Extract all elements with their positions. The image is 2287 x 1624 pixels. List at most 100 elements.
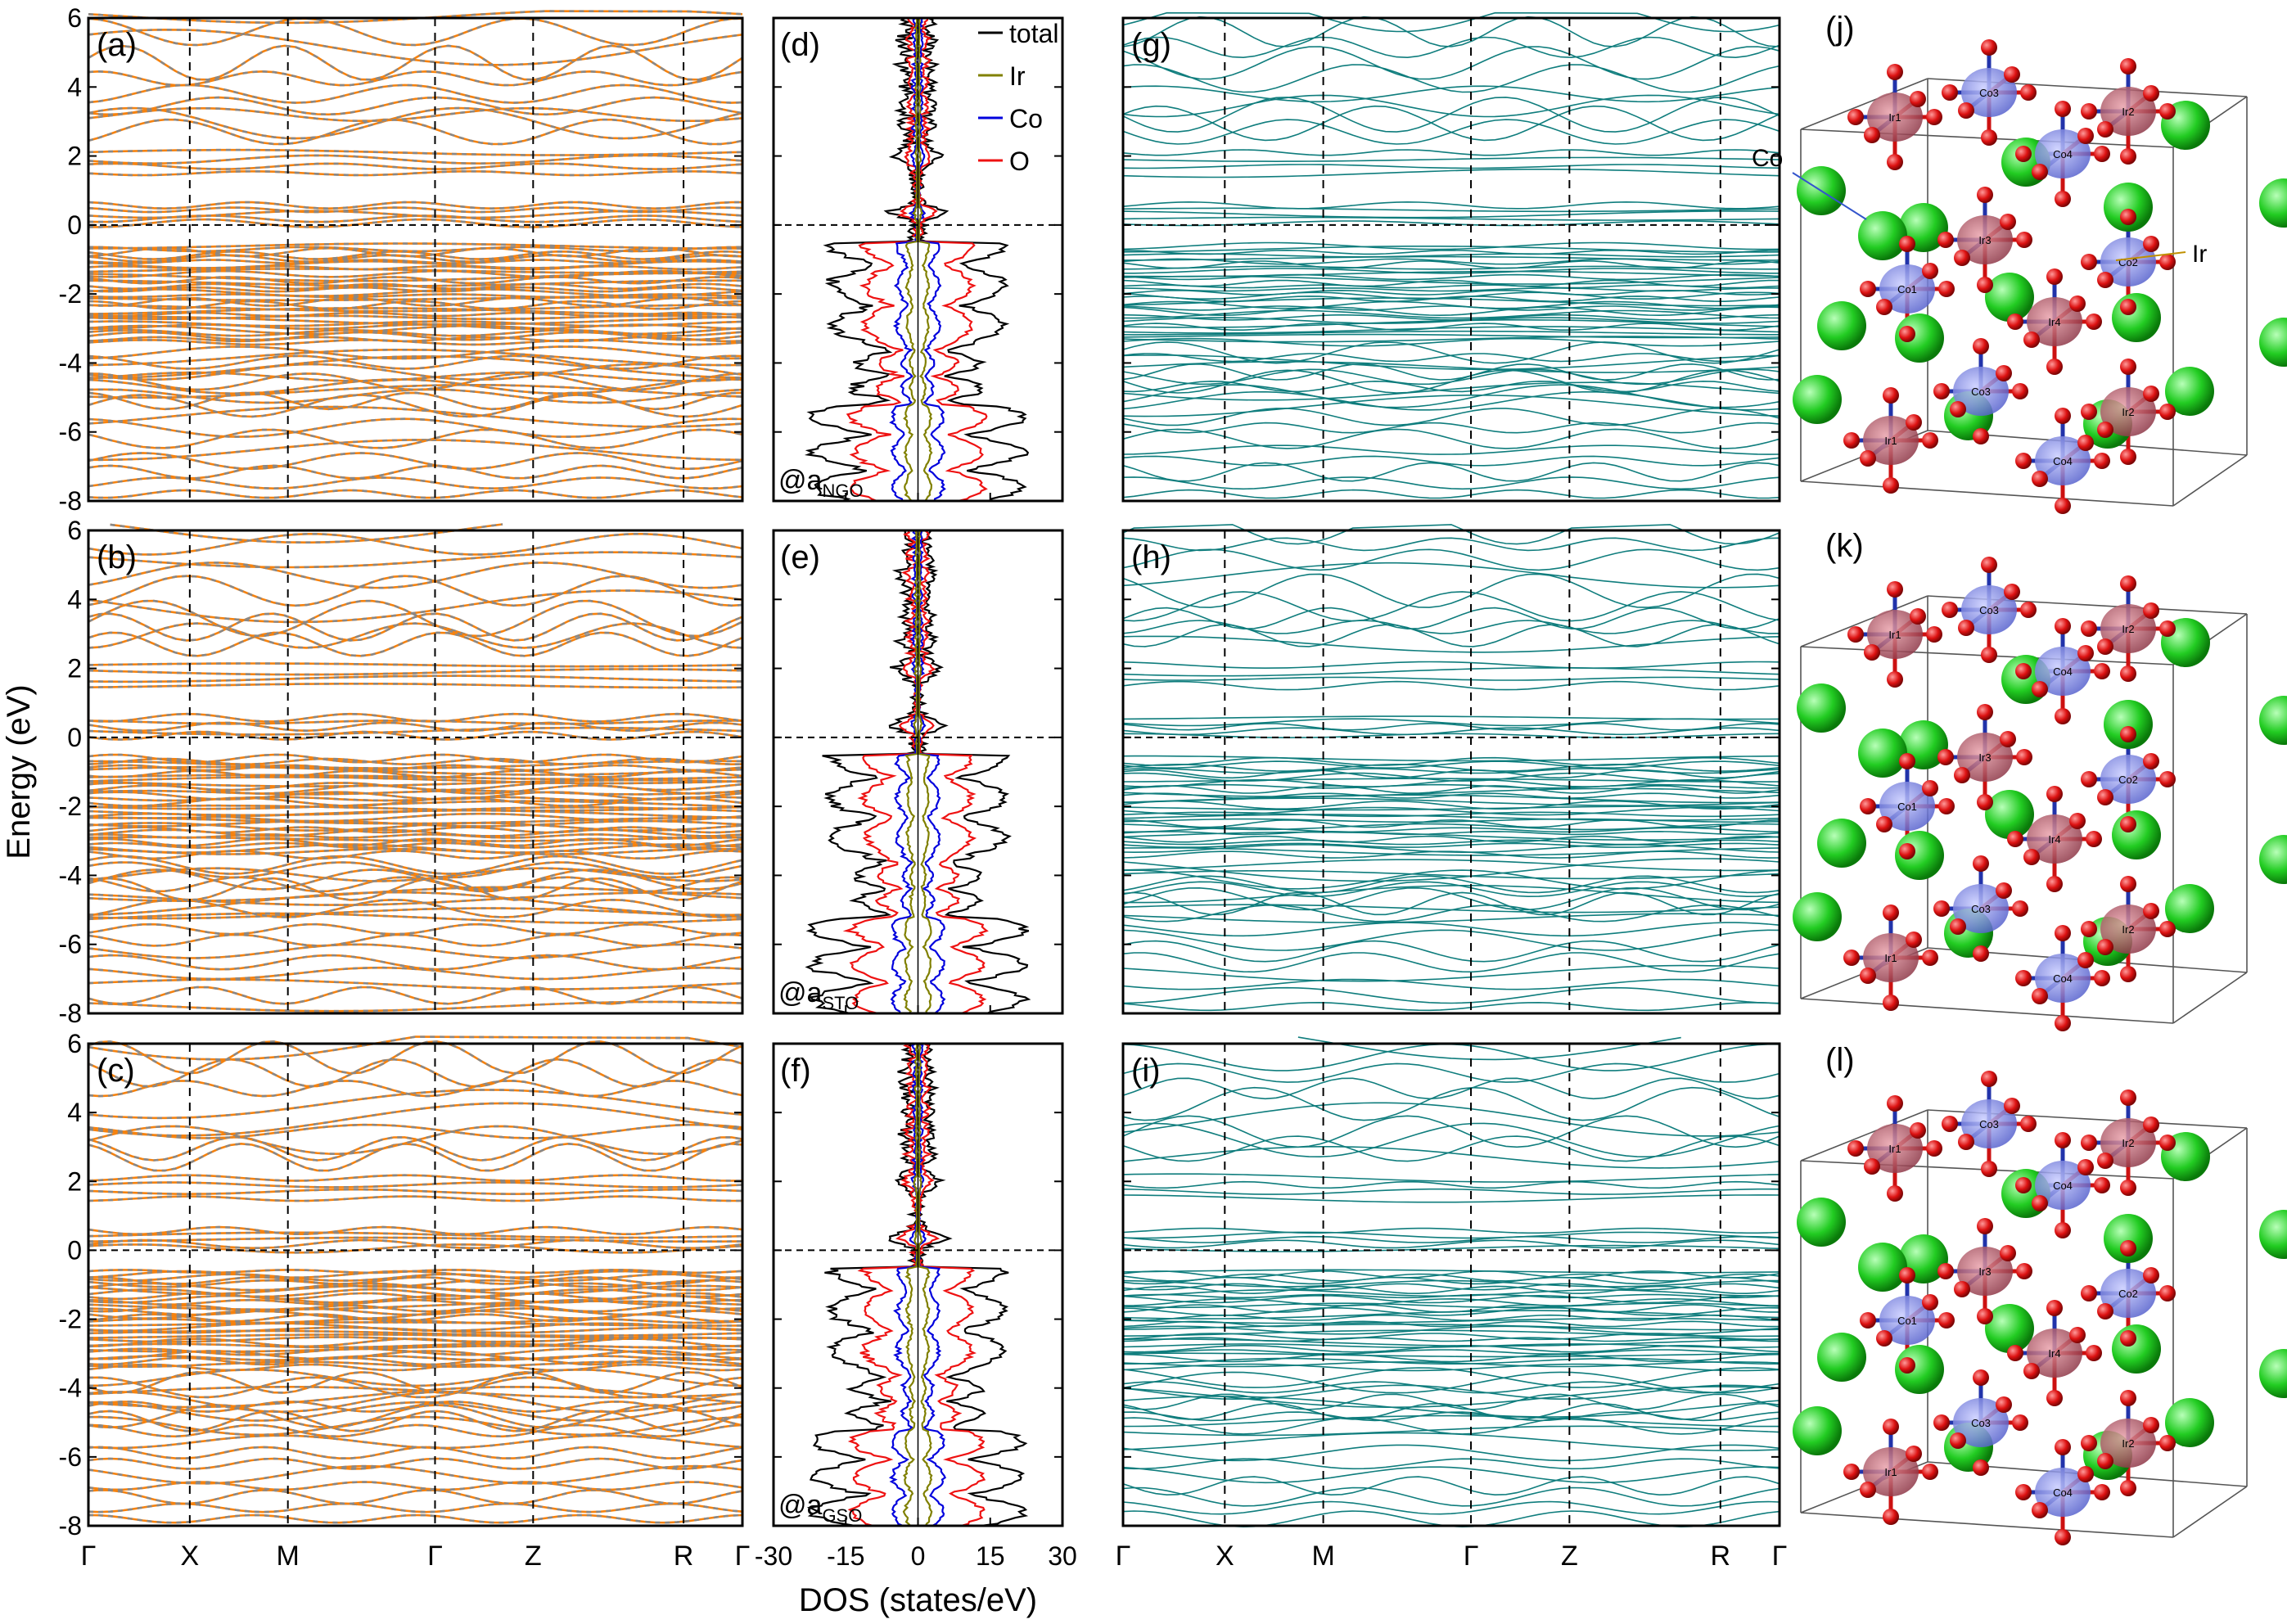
band-line-down <box>88 1355 743 1361</box>
a-site-atom <box>2259 318 2287 367</box>
band-line <box>1122 1363 1780 1372</box>
co-atom <box>2035 129 2091 178</box>
atom-label: Co1 <box>1897 1315 1917 1327</box>
legend-label-ir: Ir <box>1009 61 1026 91</box>
y-tick-label: -2 <box>59 1305 82 1334</box>
oxygen-atom <box>2159 103 2176 120</box>
band-line <box>1122 1417 1780 1435</box>
oxygen-atom <box>2012 383 2028 399</box>
dos-curve-ir-up <box>918 17 933 502</box>
band-line-down <box>88 378 743 395</box>
band-line <box>1122 305 1780 311</box>
band-line-down <box>88 1342 743 1349</box>
band-line-down <box>88 789 743 796</box>
y-tick-label: -6 <box>59 930 82 959</box>
y-tick-label: 4 <box>67 1098 82 1127</box>
ir-atom <box>2100 387 2156 436</box>
band-line <box>1122 811 1780 818</box>
y-tick-label: 4 <box>67 72 82 102</box>
band-line-down <box>88 847 743 855</box>
band-line-down <box>88 476 743 490</box>
oxygen-atom <box>2012 1414 2028 1431</box>
atom-label: Ir2 <box>2122 923 2134 936</box>
y-tick-label: 2 <box>67 1166 82 1196</box>
a-site-atom <box>1793 1406 1842 1455</box>
band-line-down <box>88 1410 743 1432</box>
oxygen-atom <box>2097 422 2113 438</box>
band-line <box>1122 787 1780 797</box>
oxygen-atom <box>2020 1116 2037 1132</box>
band-line <box>1122 806 1780 816</box>
oxygen-atom <box>2120 1240 2136 1256</box>
atom-label: Co3 <box>1971 903 1991 915</box>
band-line <box>1122 265 1780 270</box>
a-site-atom <box>1858 729 1907 778</box>
band-panel-g: (g) <box>1121 11 1781 503</box>
oxygen-atom <box>2159 1435 2176 1451</box>
oxygen-atom <box>2077 1159 2094 1175</box>
band-line-down <box>88 300 743 310</box>
legend-label-o: O <box>1009 147 1030 176</box>
band-line <box>1122 986 1780 1004</box>
oxygen-atom <box>2015 1484 2032 1500</box>
oxygen-atom <box>2120 58 2136 74</box>
dos-tick-label: 15 <box>976 1541 1005 1571</box>
atom-label: Ir2 <box>2122 106 2134 118</box>
band-line-down <box>88 1288 743 1298</box>
band-line <box>1122 1414 1780 1428</box>
band-line <box>1122 1338 1780 1347</box>
oxygen-atom <box>2120 876 2136 892</box>
band-line-down <box>88 1000 743 1013</box>
oxygen-atom <box>1977 1218 1993 1234</box>
atom-label: Ir1 <box>1884 435 1897 447</box>
ir-atom <box>2027 814 2082 864</box>
band-line-down <box>88 712 743 723</box>
band-line-down <box>88 250 743 260</box>
oxygen-atom <box>2077 645 2094 661</box>
co-callout-label: Co <box>1752 145 1783 172</box>
oxygen-atom <box>2143 85 2159 102</box>
band-line <box>1122 149 1780 156</box>
band-lines <box>1122 1036 1780 1528</box>
atom-label: Ir2 <box>2122 406 2134 418</box>
oxygen-atom <box>2120 575 2136 592</box>
oxygen-atom <box>1860 1482 1876 1498</box>
a-site-atom <box>1858 211 1907 260</box>
a-site-atom <box>1817 1333 1866 1382</box>
dos-curve-co-up <box>918 530 946 1014</box>
atom-label: Co4 <box>2053 665 2073 678</box>
oxygen-atom <box>2097 1303 2113 1320</box>
band-line-down <box>88 816 742 825</box>
band-line-down <box>88 148 743 156</box>
oxygen-atom <box>1906 414 1922 431</box>
ir-atom <box>1867 610 1923 659</box>
band-line <box>1122 97 1780 133</box>
oxygen-atom <box>2004 1098 2020 1114</box>
oxygen-atom <box>1937 749 1954 765</box>
band-line <box>1122 1188 1780 1195</box>
atom-label: Ir1 <box>1888 1143 1901 1155</box>
oxygen-atom <box>1933 383 1950 399</box>
dos-curve-co-down <box>888 1043 918 1527</box>
band-line <box>1122 768 1780 774</box>
band-line <box>1122 1425 1780 1437</box>
band-line-down <box>88 293 743 299</box>
y-tick-label: -8 <box>59 1511 82 1541</box>
oxygen-atom <box>2120 726 2136 742</box>
band-line <box>1122 1269 1780 1274</box>
y-axis-title: Energy (eV) <box>1 684 37 859</box>
band-line <box>1122 1352 1780 1358</box>
band-line <box>1122 573 1780 608</box>
band-line-down <box>88 1371 743 1394</box>
oxygen-atom <box>2120 449 2136 465</box>
oxygen-atom <box>2143 1267 2159 1283</box>
band-line <box>1122 805 1780 811</box>
band-line <box>1122 839 1780 846</box>
band-line <box>1122 755 1780 762</box>
oxygen-atom <box>2055 1132 2071 1148</box>
oxygen-atom <box>1926 626 1942 643</box>
band-line <box>1122 1353 1780 1363</box>
co-atom <box>1879 782 1935 831</box>
oxygen-atom <box>2077 128 2094 144</box>
ir-callout-line <box>2115 251 2186 261</box>
